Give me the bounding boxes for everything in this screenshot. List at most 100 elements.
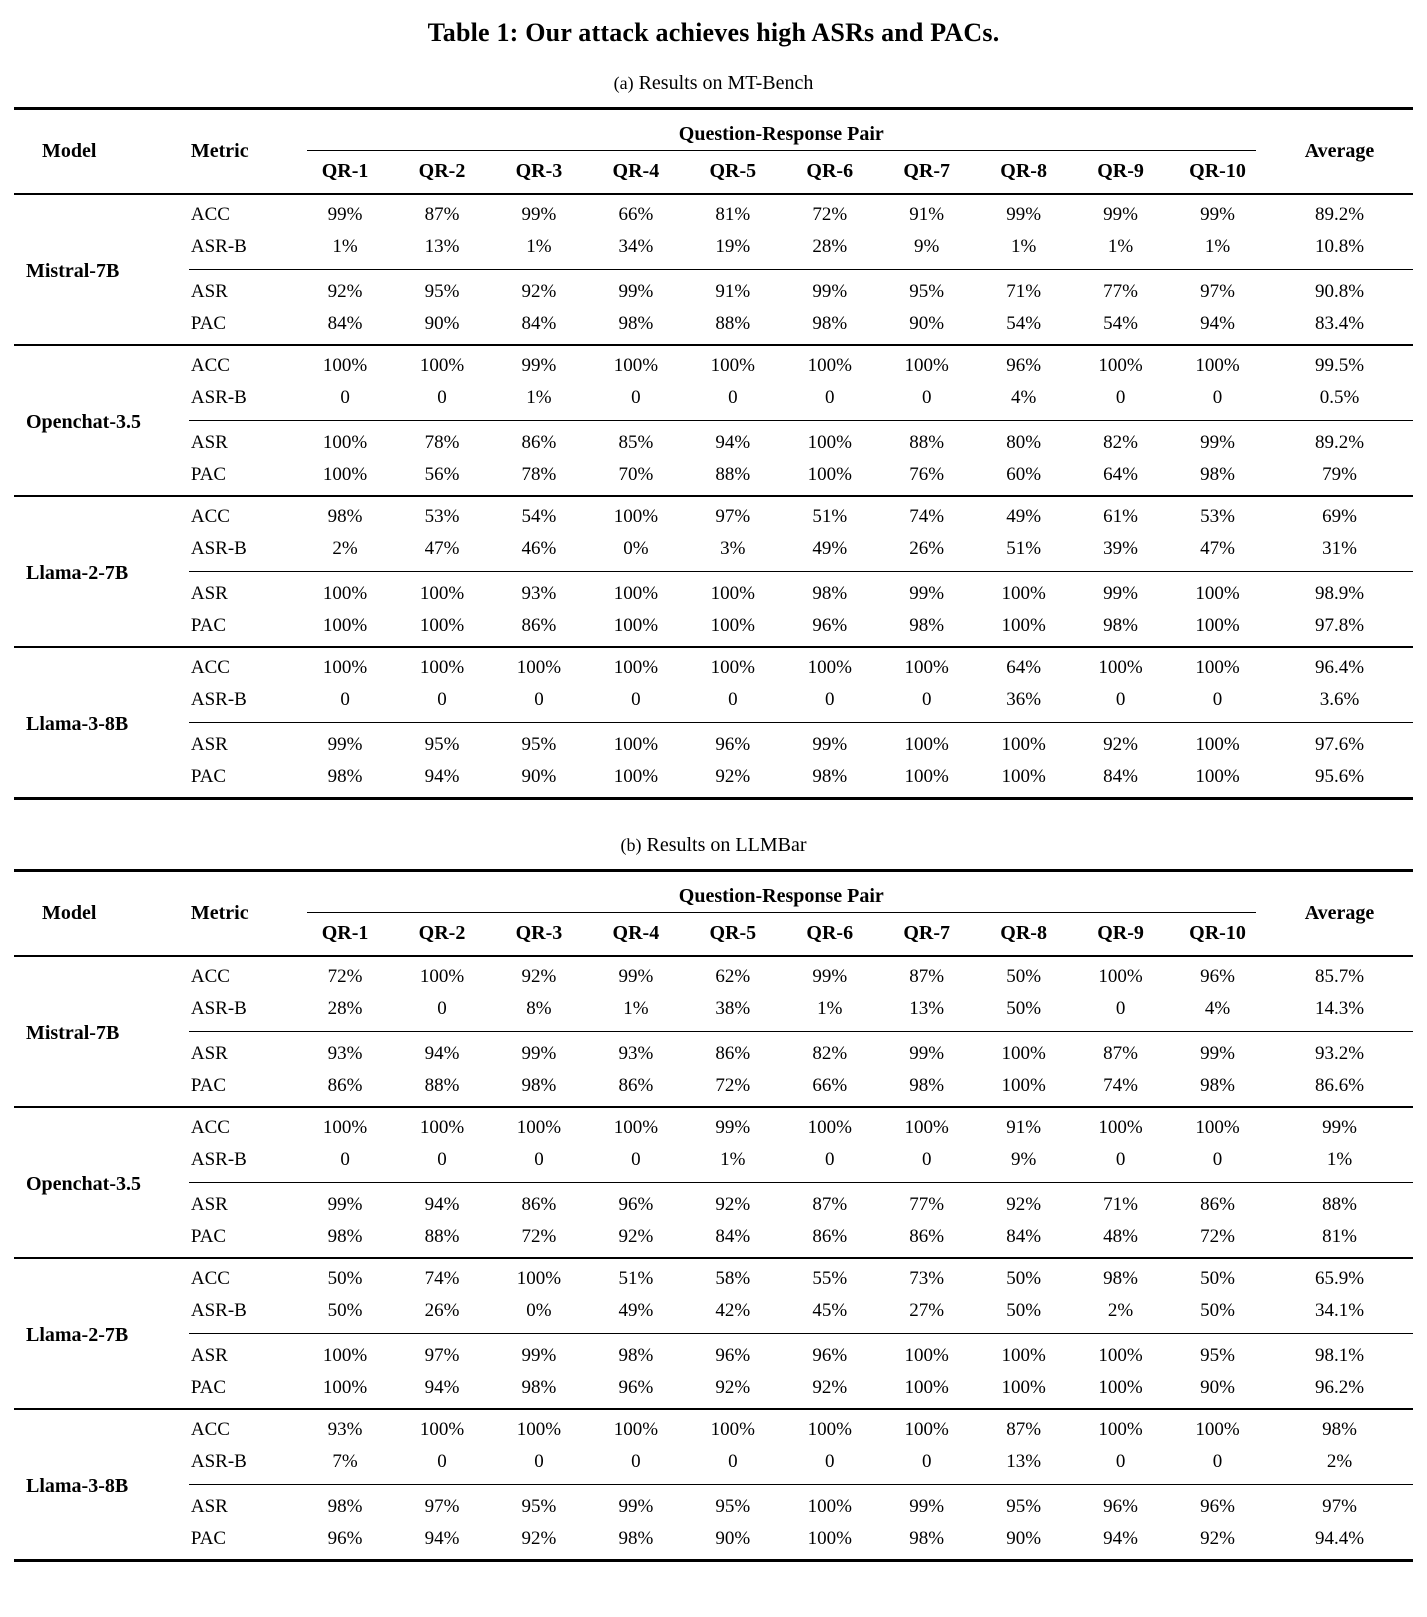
results-table-llmbar: Model Metric Question-Response Pair Aver… (14, 869, 1413, 1562)
model-name: Openchat-3.5 (26, 411, 141, 433)
metric-value: 100% (904, 1345, 949, 1366)
metric-value: 100% (322, 464, 368, 485)
metric-value: 0 (393, 1446, 491, 1485)
metric-value: 0 (878, 1144, 976, 1183)
average-value: 99.5% (1314, 355, 1365, 376)
metric-value: 100% (1098, 657, 1143, 678)
average-value: 98% (1322, 1419, 1357, 1440)
metric-value: 99% (1006, 204, 1042, 225)
metric-value: 86% (521, 615, 557, 636)
model-name: Mistral-7B (26, 1022, 120, 1044)
metric-value: 100% (419, 355, 465, 376)
metric-value: 82% (1103, 432, 1138, 453)
metric-value: 99% (327, 204, 363, 225)
metric-value: 26% (393, 1295, 491, 1334)
metric-value: 96% (812, 615, 848, 636)
table-row: Mistral-7B ACC 72% 100% 92% 99% 62% 99% 87% 50% 10… (14, 956, 1413, 1044)
metric-value: 100% (1195, 657, 1240, 678)
metric-value: 100% (419, 1419, 465, 1440)
average-value: 1% (1265, 1144, 1413, 1183)
metric-value: 50% (327, 1268, 363, 1289)
table-row: ASR 99% 94% 86% 96% 92% 87% 77% 92% 71% 86% 88% (14, 1183, 1413, 1222)
metric-value: 50% (975, 1295, 1073, 1334)
subtable-b-caption-text: Results on LLMBar (646, 834, 807, 856)
metric-value: 97% (715, 506, 751, 527)
model-section: Llama-2-7B ACC 98% 53% 54% 100% 97% 51% 74% 49% 61… (14, 496, 1413, 647)
metric-value: 95% (424, 281, 460, 302)
metric-value: 49% (1006, 506, 1042, 527)
metric-value: 95% (1006, 1496, 1042, 1517)
metric-value: 100% (516, 1117, 562, 1138)
table-row: Llama-2-7B ACC 50% 74% 100% 51% 58% 55% 73% 50% 98… (14, 1258, 1413, 1346)
metric-value: 100% (322, 1117, 368, 1138)
average-value: 93.2% (1314, 1043, 1365, 1064)
model-name: Llama-3-8B (26, 713, 129, 735)
model-section: Llama-3-8B ACC 100% 100% 100% 100% 100% 100% 100… (14, 647, 1413, 799)
metric-value: 96% (715, 734, 751, 755)
metric-value: 99% (1103, 204, 1138, 225)
metric-value: 100% (419, 966, 465, 987)
metric-value: 1% (1169, 231, 1266, 270)
table-row: PAC 86% 88% 98% 86% 72% 66% 98% 100% 74% 98% 86.6% (14, 1070, 1413, 1107)
metric-label: ACC (190, 657, 230, 678)
table-row: PAC 100% 100% 86% 100% 100% 96% 98% 100% 98% 100% 9… (14, 610, 1413, 647)
table-row: ASR 100% 97% 99% 98% 96% 96% 100% 100% 100% 95% 98.… (14, 1334, 1413, 1373)
metric-value: 13% (878, 993, 976, 1032)
metric-value: 90% (715, 1528, 751, 1549)
metric-value: 0 (1072, 1144, 1170, 1183)
table-row: PAC 96% 94% 92% 98% 90% 100% 98% 90% 94% 92% 94.4% (14, 1523, 1413, 1561)
metric-value: 96% (618, 1194, 654, 1215)
metric-value: 98% (1103, 615, 1138, 636)
metric-value: 97% (424, 1496, 460, 1517)
metric-value: 100% (807, 1528, 852, 1549)
table-row: ASR-B 0 0 0 0 1% 0 0 9% 0 0 1% (14, 1144, 1413, 1183)
metric-value: 86% (715, 1043, 751, 1064)
metric-value: 72% (812, 204, 848, 225)
metric-value: 92% (1200, 1528, 1235, 1549)
model-section: Llama-2-7B ACC 50% 74% 100% 51% 58% 55% 73% 50% 98… (14, 1258, 1413, 1409)
metric-value: 98% (812, 583, 848, 604)
metric-value: 92% (812, 1377, 848, 1398)
metric-value: 66% (812, 1075, 848, 1096)
metric-value: 98% (327, 1226, 363, 1247)
metric-label: ACC (190, 1419, 230, 1440)
metric-value: 100% (613, 506, 659, 527)
metric-label: ASR-B (188, 1295, 297, 1334)
column-header-average: Average (1304, 140, 1375, 162)
metric-value: 100% (1001, 1043, 1046, 1064)
table-row: ASR 92% 95% 92% 99% 91% 99% 95% 71% 77% 97% 90.8% (14, 270, 1413, 309)
metric-label: ASR (190, 1194, 228, 1215)
metric-value: 0 (781, 382, 879, 421)
metric-value: 98% (909, 1528, 945, 1549)
metric-value: 95% (521, 1496, 557, 1517)
metric-value: 1% (684, 1144, 782, 1183)
average-value: 86.6% (1314, 1075, 1365, 1096)
table-row: PAC 100% 56% 78% 70% 88% 100% 76% 60% 64% 98% 79% (14, 459, 1413, 496)
metric-value: 99% (715, 1117, 751, 1138)
metric-value: 78% (424, 432, 460, 453)
qr-header-row: QR-1 QR-2 QR-3 QR-4 QR-5 QR-6 QR-7 QR-8 QR-9 QR-1… (14, 151, 1413, 194)
table-row: ASR-B 1% 13% 1% 34% 19% 28% 9% 1% 1% 1% 10.8% (14, 231, 1413, 270)
table-row: PAC 98% 94% 90% 100% 92% 98% 100% 100% 84% 100% 95.… (14, 761, 1413, 799)
table-row: ASR-B 2% 47% 46% 0% 3% 49% 26% 51% 39% 47% 31% (14, 533, 1413, 572)
metric-value: 50% (1006, 966, 1042, 987)
metric-value: 97% (424, 1345, 460, 1366)
metric-value: 81% (715, 204, 751, 225)
metric-value: 9% (975, 1144, 1073, 1183)
metric-value: 96% (618, 1377, 654, 1398)
average-value: 14.3% (1265, 993, 1413, 1032)
average-value: 0.5% (1265, 382, 1413, 421)
metric-value: 0 (878, 1446, 976, 1485)
metric-value: 51% (975, 533, 1073, 572)
metric-value: 100% (1195, 355, 1240, 376)
metric-value: 54% (1006, 313, 1042, 334)
metric-value: 94% (715, 432, 751, 453)
metric-value: 100% (516, 657, 562, 678)
metric-label: ACC (190, 355, 230, 376)
metric-value: 98% (521, 1075, 557, 1096)
metric-value: 98% (618, 1345, 654, 1366)
metric-value: 56% (424, 464, 460, 485)
metric-value: 99% (1200, 1043, 1235, 1064)
metric-value: 94% (424, 1377, 460, 1398)
